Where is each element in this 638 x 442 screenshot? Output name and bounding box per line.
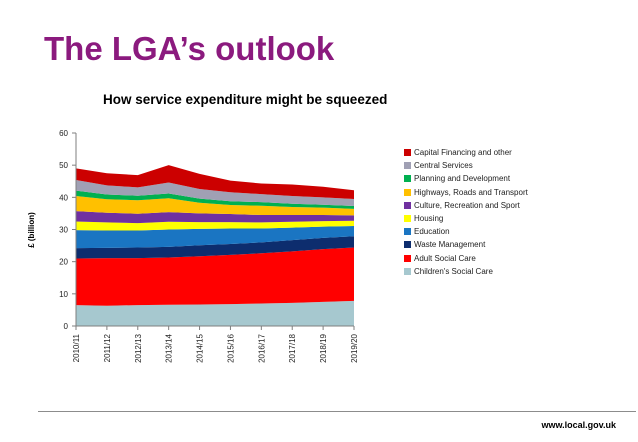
legend-item: Central Services: [404, 159, 528, 172]
y-tick-label: 10: [59, 290, 68, 299]
legend-item: Children's Social Care: [404, 265, 528, 278]
x-tick-label: 2010/11: [72, 333, 81, 362]
chart-title: How service expenditure might be squeeze…: [103, 92, 388, 107]
legend-label: Highways, Roads and Transport: [414, 187, 528, 197]
legend-item: Planning and Development: [404, 172, 528, 185]
legend-item: Waste Management: [404, 238, 528, 251]
legend-item: Capital Financing and other: [404, 146, 528, 159]
chart-legend: Capital Financing and other Central Servi…: [404, 146, 528, 278]
area-planning-and-development: [76, 190, 354, 209]
legend-swatch: [404, 175, 411, 183]
legend-swatch: [404, 201, 411, 209]
legend-swatch: [404, 228, 411, 236]
area-culture-recreation-and-sport: [76, 211, 354, 224]
axes-layer: 0 10 20 30 40 50 60 2010/11 2011/12 2012/13 2013/1…: [59, 129, 359, 363]
legend-item: Education: [404, 225, 528, 238]
area-waste-management: [76, 236, 354, 259]
area-highways-roads-and-transport: [76, 196, 354, 216]
x-tick-label: 2011/12: [103, 333, 112, 362]
legend-swatch: [404, 241, 411, 249]
legend-label: Capital Financing and other: [414, 148, 512, 158]
area-adult-social-care: [76, 247, 354, 306]
x-tick-label: 2015/16: [226, 333, 235, 362]
y-tick-label: 40: [59, 193, 68, 202]
footer-url: www.local.gov.uk: [541, 420, 616, 430]
x-tick-label: 2016/17: [257, 333, 266, 362]
legend-item: Adult Social Care: [404, 252, 528, 265]
legend-label: Housing: [414, 214, 444, 224]
legend-item: Culture, Recreation and Sport: [404, 199, 528, 212]
x-tick-label: 2017/18: [288, 333, 297, 362]
areas-layer: [76, 165, 354, 326]
area-capital-financing-and-other: [76, 165, 354, 199]
legend-label: Education: [414, 227, 450, 237]
x-tick-label: 2012/13: [134, 333, 143, 362]
footer-divider: [38, 411, 636, 412]
x-tick-label: 2013/14: [165, 333, 174, 362]
area-central-services: [76, 179, 354, 207]
y-axis-label: £ (billion): [27, 212, 36, 248]
legend-item: Housing: [404, 212, 528, 225]
y-tick-label: 30: [59, 226, 68, 235]
area-education: [76, 225, 354, 249]
legend-label: Planning and Development: [414, 174, 511, 184]
legend-label: Waste Management: [414, 240, 486, 250]
legend-label: Central Services: [414, 161, 473, 171]
legend-item: Highways, Roads and Transport: [404, 186, 528, 199]
x-tick-label: 2019/20: [350, 333, 359, 362]
stacked-area-chart: 0 10 20 30 40 50 60 2010/11 2011/12 2012/13 2013/1…: [27, 129, 359, 363]
y-tick-label: 60: [59, 129, 68, 138]
area-housing: [76, 220, 354, 231]
legend-swatch: [404, 267, 411, 275]
y-tick-label: 0: [64, 322, 69, 331]
legend-swatch: [404, 254, 411, 262]
slide-title: The LGA’s outlook: [44, 30, 335, 67]
x-tick-label: 2014/15: [196, 333, 205, 362]
x-tick-label: 2018/19: [319, 333, 328, 362]
y-tick-label: 20: [59, 258, 68, 267]
legend-swatch: [404, 162, 411, 170]
legend-label: Adult Social Care: [414, 253, 476, 263]
area-children-s-social-care: [76, 300, 354, 326]
legend-label: Culture, Recreation and Sport: [414, 200, 520, 210]
y-tick-label: 50: [59, 161, 68, 170]
legend-label: Children's Social Care: [414, 266, 493, 276]
legend-swatch: [404, 149, 411, 157]
legend-swatch: [404, 188, 411, 196]
legend-swatch: [404, 215, 411, 223]
